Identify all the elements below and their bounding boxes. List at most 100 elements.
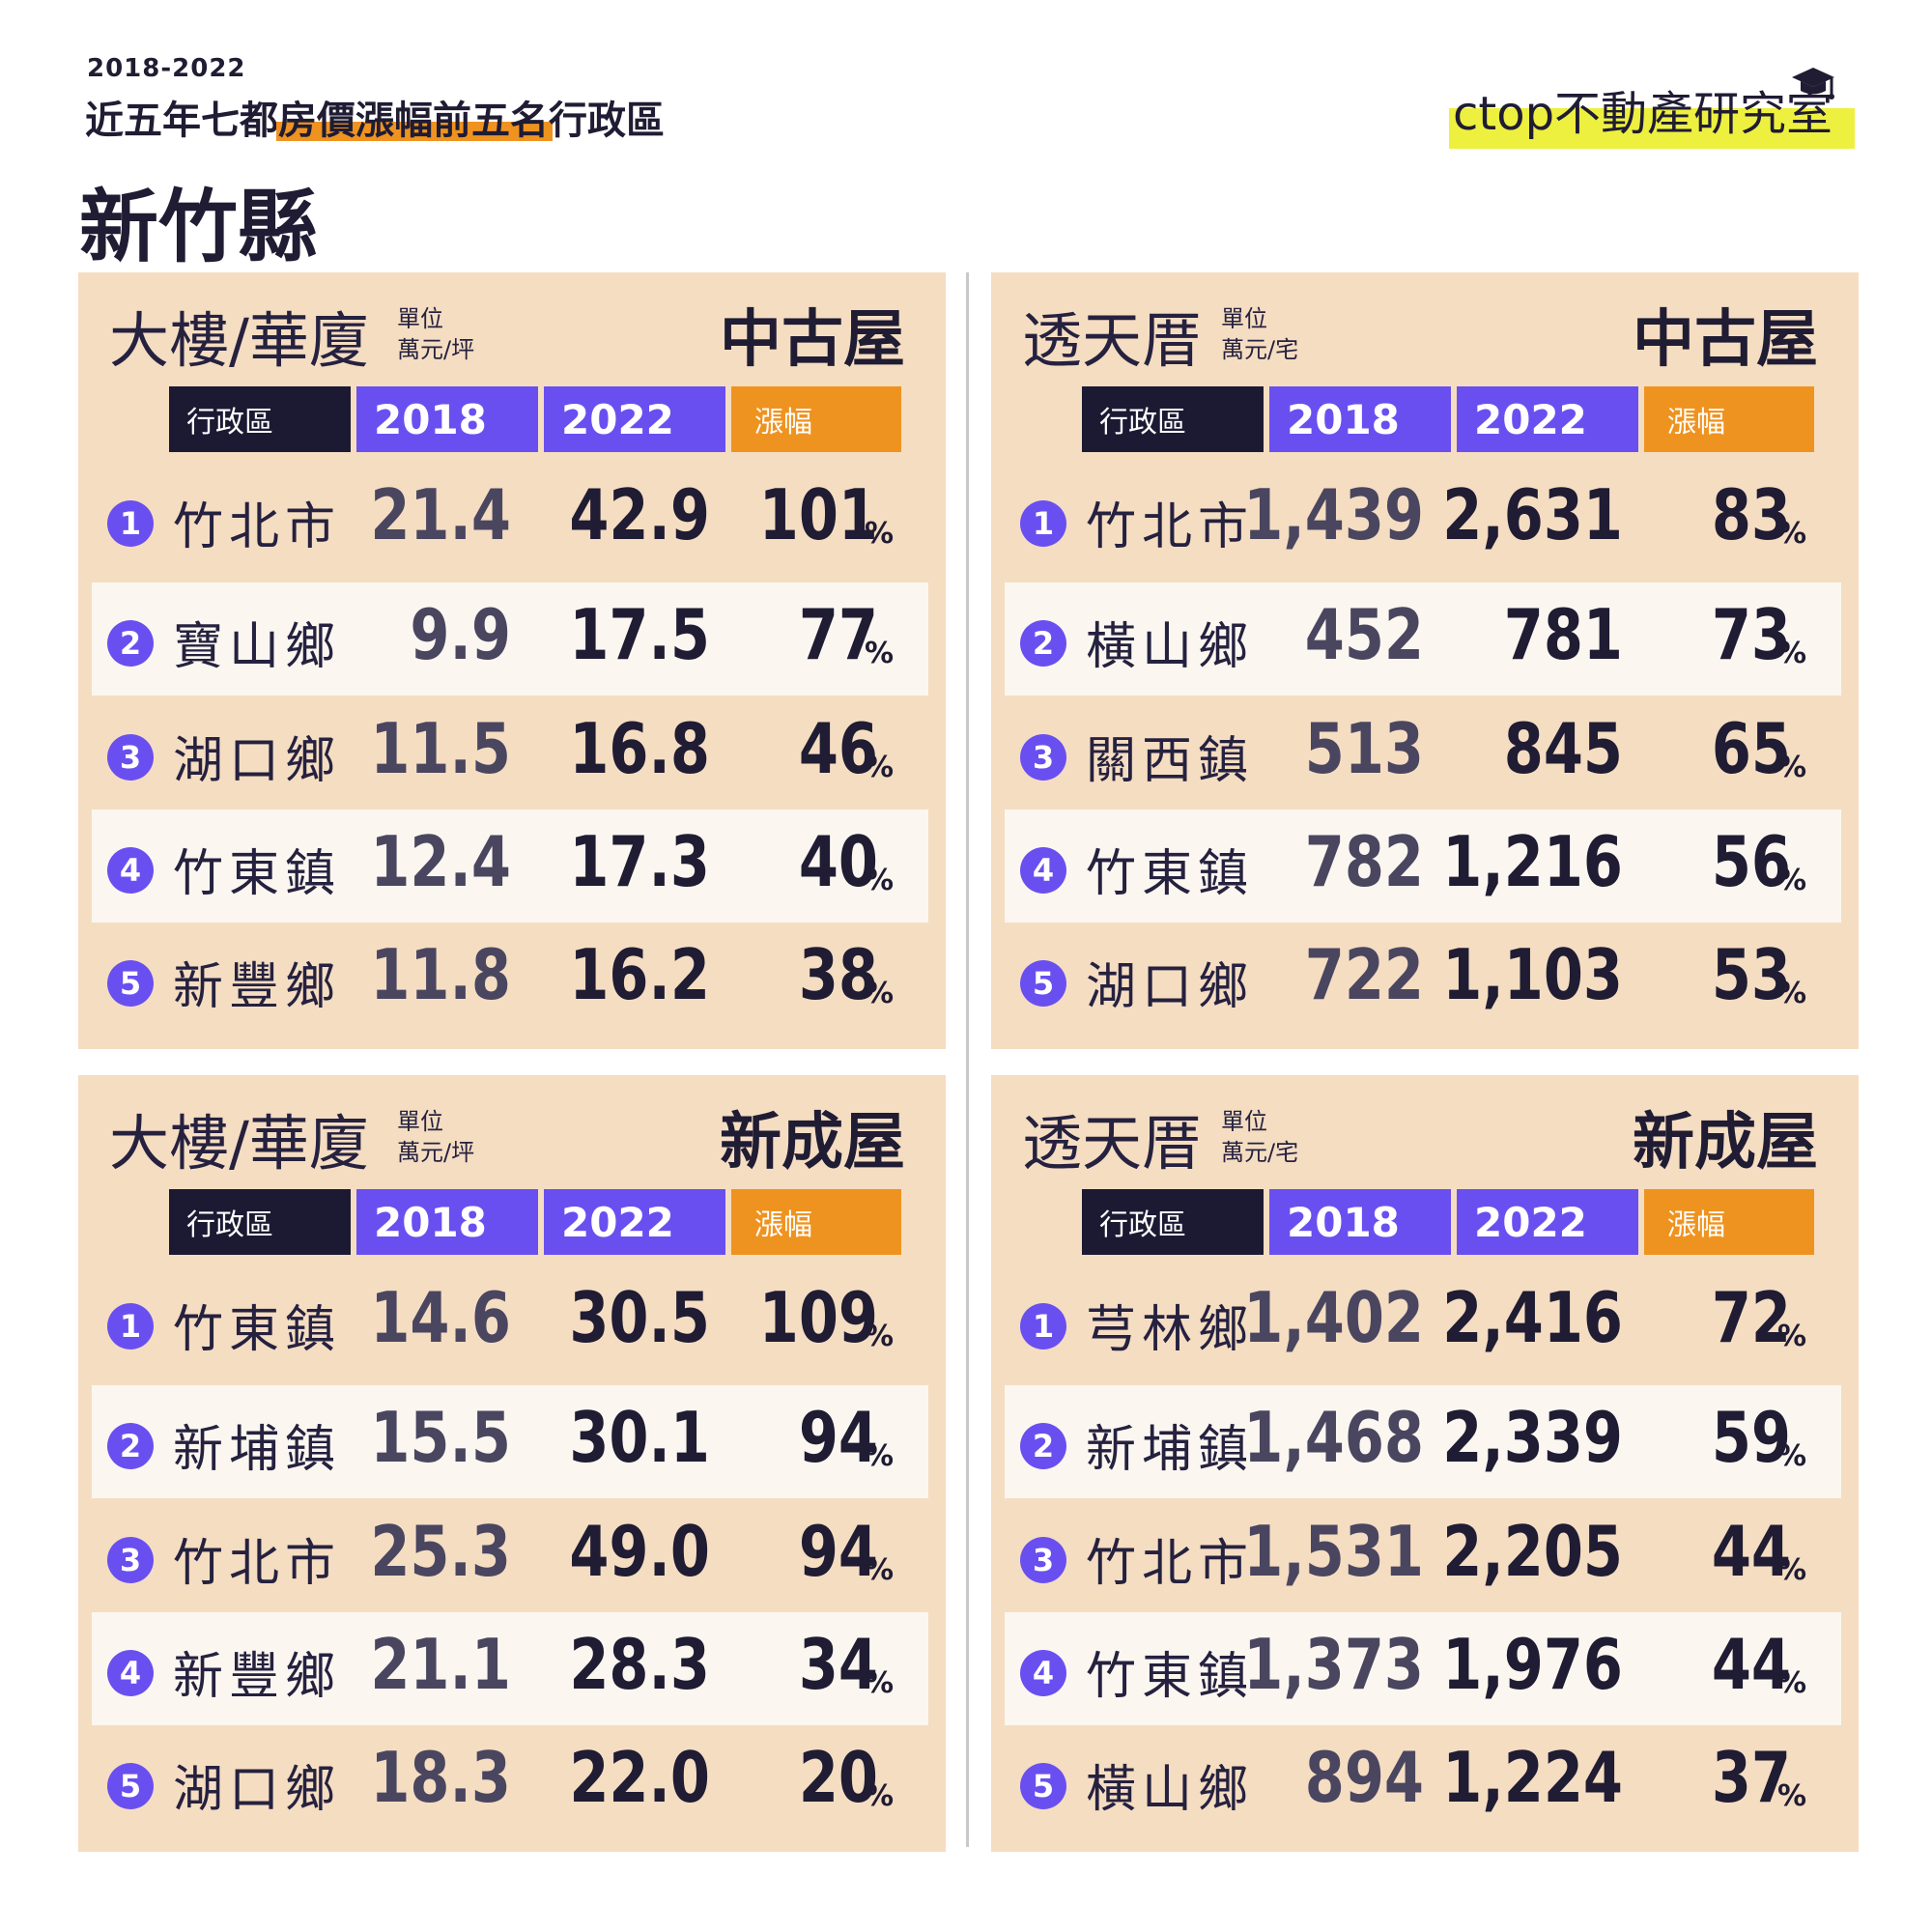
district-name: 橫山鄉 [1086, 1761, 1255, 1819]
logo-name: top不動產研究室 [1478, 87, 1833, 141]
percent-sign: % [864, 1320, 894, 1353]
growth-value: 44 [1711, 1511, 1791, 1592]
table-row: 1 竹東鎮 14.6 30.5 109 % [92, 1265, 928, 1378]
table-row: 3 竹北市 25.3 49.0 94 % [92, 1499, 928, 1612]
house-type-label: 中古屋 [720, 304, 905, 376]
rank-badge: 2 [1020, 620, 1066, 667]
price-2018: 21.1 [370, 1624, 511, 1705]
rank-badge: 5 [1020, 960, 1066, 1007]
rank-badge: 3 [107, 734, 154, 781]
table-row: 3 關西鎮 513 845 65 % [1005, 696, 1841, 810]
price-2022: 16.2 [569, 934, 710, 1015]
column-header-district: 行政區 [1082, 1189, 1264, 1255]
district-name: 竹北市 [173, 498, 342, 556]
table-row: 5 橫山鄉 894 1,224 37 % [1005, 1725, 1841, 1838]
percent-sign: % [864, 517, 894, 551]
growth-value: 73 [1711, 594, 1791, 675]
subtitle-part-a: 近五年七都 [85, 99, 278, 143]
unit-label: 單位 [397, 1108, 443, 1135]
price-table-panel: 透天厝 單位 萬元/宅 新成屋 行政區 2018 2022 漲幅 1 芎林鄉 1,… [991, 1075, 1859, 1852]
unit-value: 萬元/坪 [397, 336, 475, 363]
column-header-2022: 2022 [1457, 1189, 1638, 1255]
rank-badge: 4 [107, 1650, 154, 1696]
table-row: 1 竹北市 21.4 42.9 101 % [92, 463, 928, 576]
percent-sign: % [864, 1553, 894, 1587]
percent-sign: % [1776, 637, 1806, 670]
growth-value: 94 [798, 1511, 878, 1592]
district-name: 新豐鄉 [173, 1648, 342, 1706]
price-2022: 30.5 [569, 1277, 710, 1358]
district-name: 新埔鎮 [1086, 1421, 1255, 1479]
percent-sign: % [864, 1779, 894, 1813]
rank-badge: 4 [1020, 1650, 1066, 1696]
percent-sign: % [1776, 977, 1806, 1010]
subtitle-part-b: 行政區 [549, 99, 665, 143]
column-header-2022: 2022 [544, 386, 725, 452]
price-2018: 1,439 [1243, 474, 1424, 555]
house-type-label: 新成屋 [720, 1107, 905, 1179]
growth-value: 94 [798, 1397, 878, 1478]
table-row: 5 新豐鄉 11.8 16.2 38 % [92, 923, 928, 1036]
percent-sign: % [1776, 1439, 1806, 1473]
unit-value: 萬元/坪 [397, 1139, 475, 1166]
district-name: 竹北市 [173, 1535, 342, 1593]
rank-badge: 5 [1020, 1763, 1066, 1809]
growth-value: 101 [758, 474, 878, 555]
brand-logo: ctop不動產研究室 [1449, 66, 1855, 149]
rank-badge: 5 [107, 1763, 154, 1809]
table-row: 3 湖口鄉 11.5 16.8 46 % [92, 696, 928, 810]
column-header-growth: 漲幅 [731, 386, 901, 452]
table-row: 2 橫山鄉 452 781 73 % [1005, 582, 1841, 696]
growth-value: 59 [1711, 1397, 1791, 1478]
price-table-panel: 透天厝 單位 萬元/宅 中古屋 行政區 2018 2022 漲幅 1 竹北市 1,… [991, 272, 1859, 1049]
percent-sign: % [864, 977, 894, 1010]
table-row: 2 新埔鎮 15.5 30.1 94 % [92, 1385, 928, 1498]
growth-value: 40 [798, 821, 878, 902]
price-2018: 25.3 [370, 1511, 511, 1592]
unit-label: 單位 [1221, 305, 1267, 332]
price-2018: 1,468 [1243, 1397, 1424, 1478]
column-header-2018: 2018 [1269, 1189, 1451, 1255]
growth-value: 20 [798, 1737, 878, 1818]
column-header-district: 行政區 [169, 1189, 351, 1255]
table-row: 4 竹東鎮 782 1,216 56 % [1005, 810, 1841, 923]
growth-value: 38 [798, 934, 878, 1015]
price-2018: 11.5 [370, 708, 511, 789]
rank-badge: 3 [107, 1537, 154, 1583]
district-name: 竹東鎮 [1086, 1648, 1255, 1706]
percent-sign: % [1776, 864, 1806, 897]
price-2018: 14.6 [370, 1277, 511, 1358]
rank-badge: 3 [1020, 1537, 1066, 1583]
growth-value: 83 [1711, 474, 1791, 555]
price-2018: 15.5 [370, 1397, 511, 1478]
percent-sign: % [864, 637, 894, 670]
percent-sign: % [864, 1439, 894, 1473]
table-row: 3 竹北市 1,531 2,205 44 % [1005, 1499, 1841, 1612]
column-header-2018: 2018 [356, 1189, 538, 1255]
price-2022: 42.9 [569, 474, 710, 555]
column-header-district: 行政區 [1082, 386, 1264, 452]
price-2018: 722 [1304, 934, 1424, 1015]
price-2018: 782 [1304, 821, 1424, 902]
price-2018: 452 [1304, 594, 1424, 675]
percent-sign: % [864, 751, 894, 784]
percent-sign: % [1776, 1553, 1806, 1587]
years-label: 2018-2022 [87, 54, 246, 83]
rank-badge: 2 [107, 1423, 154, 1469]
growth-value: 44 [1711, 1624, 1791, 1705]
table-row: 4 竹東鎮 1,373 1,976 44 % [1005, 1612, 1841, 1725]
price-2022: 2,416 [1442, 1277, 1623, 1358]
center-divider [966, 272, 969, 1847]
rank-badge: 2 [107, 620, 154, 667]
district-name: 新豐鄉 [173, 958, 342, 1016]
price-2018: 12.4 [370, 821, 511, 902]
growth-value: 53 [1711, 934, 1791, 1015]
rank-badge: 1 [1020, 500, 1066, 547]
price-2018: 894 [1304, 1737, 1424, 1818]
price-2018: 9.9 [410, 594, 511, 675]
growth-value: 65 [1711, 708, 1791, 789]
district-name: 芎林鄉 [1086, 1301, 1255, 1359]
district-name: 橫山鄉 [1086, 618, 1255, 676]
percent-sign: % [1776, 1666, 1806, 1700]
rank-badge: 3 [1020, 734, 1066, 781]
